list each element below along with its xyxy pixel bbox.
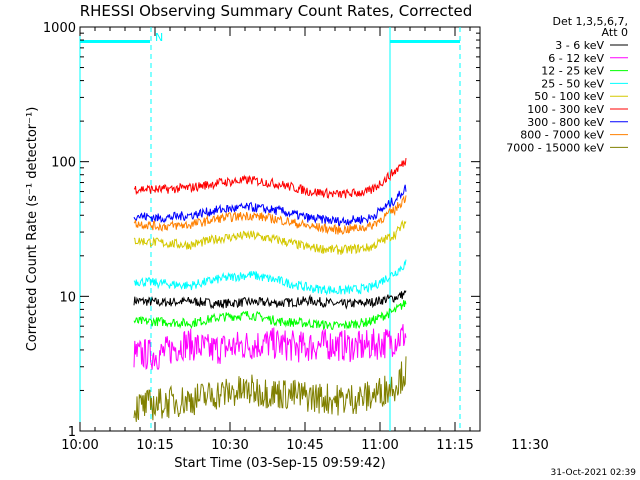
x-tick-label: 11:30: [511, 438, 548, 453]
legend-header: Att 0: [602, 26, 628, 39]
x-tick-label: 10:30: [211, 438, 248, 453]
night-marker-label: N: [155, 31, 163, 44]
x-tick-label: 10:00: [61, 438, 98, 453]
plot-frame: [79, 26, 481, 432]
series-line: [133, 324, 407, 370]
legend-entry: 100 - 300 keV: [527, 103, 604, 116]
legend-entry: 6 - 12 keV: [548, 52, 604, 65]
y-tick-label: 10: [59, 290, 76, 305]
series-line: [133, 259, 407, 296]
series-line: [133, 158, 407, 199]
series-line: [133, 195, 407, 235]
y-tick-label: 1000: [43, 21, 76, 36]
x-tick-label: 10:45: [286, 438, 323, 453]
legend-header: Det 1,3,5,6,7,: [552, 15, 628, 28]
series-line: [133, 184, 407, 227]
legend-entry: 7000 - 15000 keV: [506, 141, 604, 154]
series-line: [133, 290, 407, 310]
x-tick-label: 11:00: [361, 438, 398, 453]
x-axis-ticks: 10:00 10:15 10:30 10:45 11:00 11:15 11:30: [61, 27, 549, 453]
x-tick-label: 10:15: [136, 438, 173, 453]
night-saa-markers: N: [79, 27, 461, 431]
series-line: [133, 219, 407, 255]
x-axis-label: Start Time (03-Sep-15 09:59:42): [174, 456, 385, 471]
series-line: [133, 356, 407, 422]
timestamp: 31-Oct-2021 02:39: [551, 468, 637, 478]
legend-entry: 25 - 50 keV: [541, 77, 604, 90]
y-axis-ticks: 1 10 100 1000: [43, 21, 480, 440]
chart-title: RHESSI Observing Summary Count Rates, Co…: [80, 2, 473, 20]
series-group: [133, 158, 407, 422]
legend-entry: 300 - 800 keV: [527, 116, 604, 129]
legend-entry: 3 - 6 keV: [555, 39, 604, 52]
y-tick-label: 100: [51, 156, 76, 171]
y-tick-label: 1: [68, 425, 76, 440]
y-axis-label: Corrected Count Rate (s⁻¹ detector⁻¹): [25, 107, 40, 352]
legend-entry: 50 - 100 keV: [534, 90, 604, 103]
legend-entry: 800 - 7000 keV: [520, 129, 604, 142]
legend-entry: 12 - 25 keV: [541, 65, 604, 78]
x-tick-label: 11:15: [436, 438, 473, 453]
series-line: [133, 300, 407, 331]
